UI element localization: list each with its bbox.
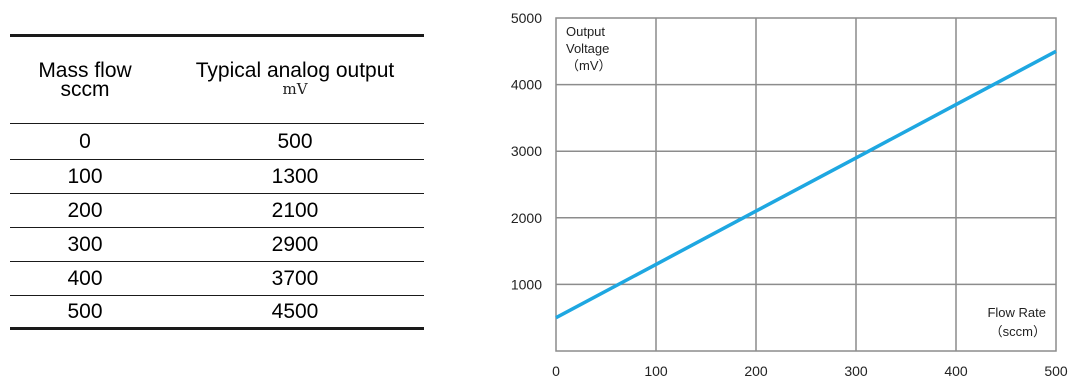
table-row: 300 2900 — [10, 228, 424, 262]
output-cell: 1300 — [271, 164, 319, 188]
output-cell: 4500 — [271, 299, 319, 323]
header-analog-output-unit: mV — [282, 80, 308, 98]
flow-output-table: Mass flow sccm Typical analog output mV … — [10, 34, 424, 330]
x-tick-label: 500 — [1044, 363, 1068, 377]
table-row: 100 1300 — [10, 160, 424, 194]
flow-cell: 100 — [67, 164, 103, 188]
y-axis-title: （mV） — [566, 58, 612, 73]
y-axis-title: Voltage — [566, 41, 609, 56]
table-top-rule — [10, 34, 424, 37]
y-axis-title: Output — [566, 24, 605, 39]
y-tick-label: 2000 — [511, 210, 542, 226]
output-cell: 2100 — [271, 198, 319, 222]
flow-cell: 400 — [67, 266, 103, 290]
y-tick-label: 5000 — [511, 10, 542, 26]
output-cell: 500 — [277, 129, 313, 153]
series-line — [555, 49, 1057, 320]
flow-cell: 200 — [67, 198, 103, 222]
chart-grid — [555, 17, 1057, 352]
x-tick-label: 200 — [744, 363, 768, 377]
table-row: 500 4500 — [10, 296, 424, 330]
header-mass-flow-unit: sccm — [60, 78, 110, 101]
flow-cell: 300 — [67, 232, 103, 256]
x-tick-label: 400 — [944, 363, 968, 377]
output-cell: 3700 — [271, 266, 319, 290]
table-header: Mass flow sccm Typical analog output mV — [10, 37, 424, 123]
table-row: 0 500 — [10, 123, 424, 160]
chart-series — [555, 49, 1057, 320]
header-analog-output: Typical analog output mV — [156, 59, 424, 99]
header-mass-flow-label: Mass flow — [38, 59, 132, 82]
output-cell: 2900 — [271, 232, 319, 256]
flow-cell: 500 — [67, 299, 103, 323]
chart-axis-labels: Output Voltage （mV） Flow Rate （sccm） — [566, 24, 1046, 339]
chart-tick-labels: 0 100 200 300 400 500 1000 2000 3000 4000 5000 — [511, 10, 1068, 377]
y-tick-label: 3000 — [511, 143, 542, 159]
x-tick-label: 0 — [552, 363, 560, 377]
x-tick-label: 300 — [844, 363, 868, 377]
x-axis-title: （sccm） — [990, 324, 1046, 339]
x-axis-title: Flow Rate — [987, 305, 1046, 320]
table-row: 400 3700 — [10, 262, 424, 296]
flow-cell: 0 — [79, 129, 91, 153]
y-tick-label: 4000 — [511, 77, 542, 93]
x-tick-label: 100 — [644, 363, 668, 377]
plot-frame — [555, 17, 1057, 352]
y-tick-label: 1000 — [511, 276, 542, 292]
header-analog-output-label: Typical analog output — [195, 59, 395, 82]
header-mass-flow: Mass flow sccm — [10, 59, 156, 101]
table-row: 200 2100 — [10, 194, 424, 228]
